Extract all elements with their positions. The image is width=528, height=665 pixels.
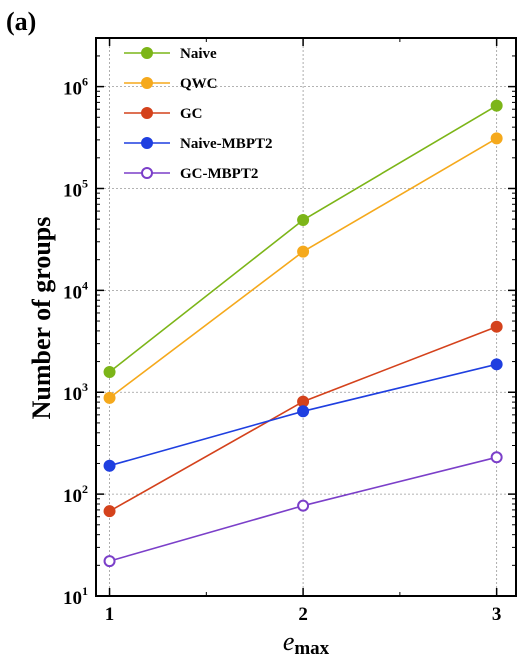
y-tick-label: 104 xyxy=(63,278,88,303)
data-point-naive-mbpt2 xyxy=(297,405,310,418)
data-point-gc xyxy=(103,505,116,518)
legend-label: GC xyxy=(180,106,203,122)
x-tick-label: 2 xyxy=(298,604,308,625)
legend: Naive QWC GC Naive-MBPT2 GC-MBPT2 xyxy=(124,46,272,182)
x-axis-title-sub: max xyxy=(294,638,329,659)
legend-marker xyxy=(141,77,153,89)
legend-marker xyxy=(141,47,153,59)
data-point-gc-mbpt2 xyxy=(490,451,503,464)
data-point-qwc xyxy=(490,132,503,145)
y-tick-label: 103 xyxy=(63,380,88,405)
y-tick-label: 106 xyxy=(63,75,88,100)
legend-label: GC-MBPT2 xyxy=(180,166,258,182)
data-point-qwc xyxy=(297,245,310,258)
y-tick-label: 101 xyxy=(63,584,88,609)
panel-label: (a) xyxy=(6,7,36,36)
data-point-gc-mbpt2 xyxy=(297,499,310,512)
y-tick-label: 105 xyxy=(63,176,88,201)
data-point-gc xyxy=(490,320,503,333)
x-axis-title-main: e xyxy=(283,627,295,656)
x-tick-labels: 1 2 3 xyxy=(105,604,502,625)
x-axis-title: emax xyxy=(283,627,330,659)
x-tick-label: 3 xyxy=(492,604,502,625)
data-point-gc-mbpt2 xyxy=(103,555,116,568)
data-point-qwc xyxy=(103,391,116,404)
legend-label: Naive-MBPT2 xyxy=(180,136,272,152)
grid xyxy=(96,38,516,597)
data-point-naive xyxy=(297,214,310,227)
legend-label: Naive xyxy=(180,46,217,62)
legend-marker xyxy=(141,107,153,119)
legend-marker xyxy=(141,137,153,149)
legend-marker xyxy=(141,167,153,179)
y-tick-labels: 101 102 103 104 105 106 xyxy=(63,75,88,609)
plot-frame xyxy=(95,37,517,597)
data-point-naive xyxy=(103,366,116,379)
data-point-naive-mbpt2 xyxy=(490,358,503,371)
series-markers xyxy=(103,99,503,568)
axis-ticks xyxy=(96,38,516,597)
data-point-naive xyxy=(490,99,503,112)
y-tick-label: 102 xyxy=(63,482,88,507)
legend-label: QWC xyxy=(180,76,218,92)
x-tick-label: 1 xyxy=(105,604,115,625)
y-axis-title: Number of groups xyxy=(27,217,56,420)
data-point-naive-mbpt2 xyxy=(103,459,116,472)
